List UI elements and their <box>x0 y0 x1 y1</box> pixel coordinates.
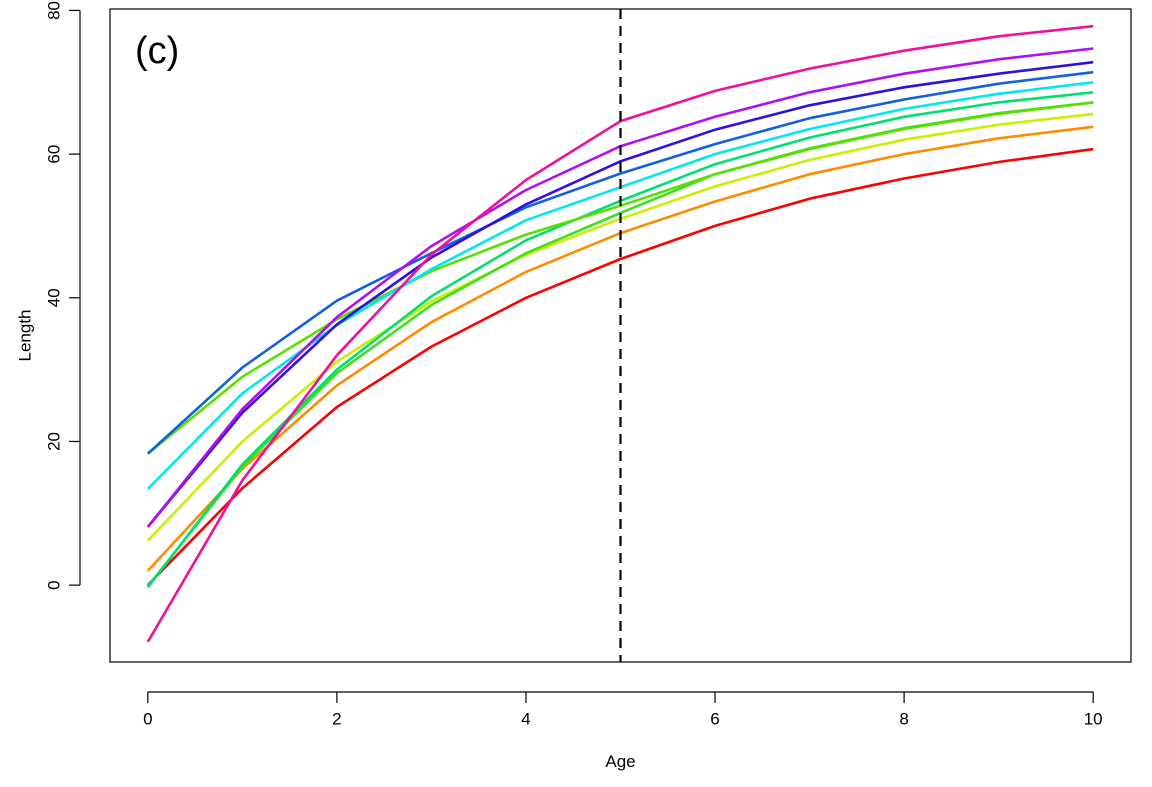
y-tick-label: 40 <box>45 288 64 307</box>
series-line-9 <box>146 60 1094 528</box>
y-axis: 0 20 40 60 80 <box>45 1 81 590</box>
x-axis: 0 2 4 6 8 10 <box>143 691 1103 729</box>
series-line-11 <box>146 24 1094 643</box>
y-tick-label: 20 <box>45 432 64 451</box>
series-line-1 <box>146 147 1094 587</box>
y-tick-label: 60 <box>45 145 64 164</box>
x-axis-label: Age <box>605 752 635 771</box>
x-tick-label: 0 <box>143 710 152 729</box>
x-tick-label: 4 <box>521 710 530 729</box>
y-axis-label: Length <box>16 310 35 362</box>
series-line-8 <box>146 70 1094 455</box>
y-tick-label: 80 <box>45 1 64 20</box>
x-tick-label: 8 <box>899 710 908 729</box>
x-tick-label: 2 <box>332 710 341 729</box>
y-tick-label: 0 <box>45 580 64 589</box>
panel-label: (c) <box>135 30 179 72</box>
plot-frame <box>109 8 1132 663</box>
x-tick-label: 6 <box>710 710 719 729</box>
x-tick-label: 10 <box>1084 710 1103 729</box>
